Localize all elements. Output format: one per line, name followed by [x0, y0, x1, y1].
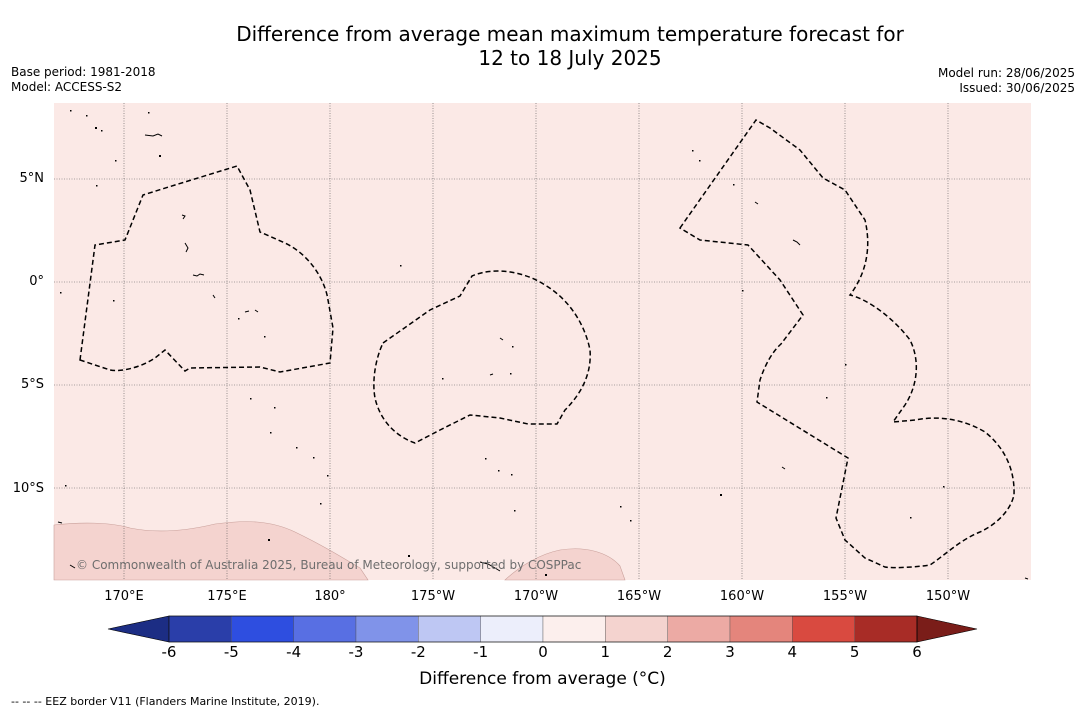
coastlines: [57, 133, 1029, 580]
colorbar-tick-label: 1: [600, 643, 611, 661]
lon-tick: 170°W: [513, 589, 559, 604]
colorbar-tick-label: -5: [223, 643, 239, 661]
lat-tick: 5°N: [19, 171, 45, 186]
lat-tick: 5°S: [20, 377, 44, 392]
model-run: Model run: 28/06/2025: [937, 66, 1075, 80]
eez-borders: [79, 119, 1015, 569]
lat-tick: 10°S: [12, 481, 44, 496]
colorbar-tick-label: -4: [286, 643, 302, 661]
lon-tick: 165°W: [616, 589, 662, 604]
small-islands: [60, 110, 945, 576]
eez-kiribati-phoenix: [373, 270, 591, 444]
colorbar-tick-label: 6: [912, 643, 922, 661]
colorbar-tick-label: 5: [849, 643, 860, 661]
colorbar-tick-label: -6: [161, 643, 177, 661]
colorbar-frame: [168, 615, 918, 643]
colorbar-bin: [293, 615, 357, 643]
colorbar-bin: [168, 615, 232, 643]
map-background: [54, 103, 1031, 580]
lon-tick: 150°W: [925, 589, 971, 604]
issued-date: Issued: 30/06/2025: [959, 81, 1075, 95]
copyright-notice: © Commonwealth of Australia 2025, Bureau…: [76, 558, 582, 572]
model-name: Model: ACCESS-S2: [11, 80, 123, 94]
colorbar-tick-label: -2: [410, 643, 426, 661]
colorbar-extend-low: [107, 615, 170, 643]
colorbar-bin: [792, 615, 855, 643]
meta-left: Base period: 1981-2018 Model: ACCESS-S2: [11, 65, 156, 95]
lon-tick: 160°W: [719, 589, 765, 604]
colorbar-bin: [729, 615, 793, 643]
colorbar-bins: [168, 615, 918, 643]
lon-tick: 170°E: [104, 589, 144, 604]
colorbar-tick-label: 4: [787, 643, 798, 661]
colorbar-bin: [854, 615, 918, 643]
lon-tick: 180°: [314, 589, 346, 604]
colorbar-bin: [667, 615, 731, 643]
title-line-2: 12 to 18 July 2025: [478, 46, 662, 70]
colorbar-bin: [605, 615, 668, 643]
meta-right: Model run: 28/06/2025 Issued: 30/06/2025: [938, 66, 1075, 96]
colorbar-bin: [231, 615, 294, 643]
chart-title: Difference from average mean maximum tem…: [0, 22, 1085, 70]
lon-tick: 175°E: [207, 589, 247, 604]
colorbar-label: Difference from average (°C): [419, 669, 666, 689]
lon-tick: 155°W: [822, 589, 868, 604]
eez-kiribati-gilberts: [79, 165, 334, 373]
colorbar-tick-label: 2: [662, 643, 673, 661]
colorbar-bin: [418, 615, 481, 643]
colorbar-tick-label: -3: [348, 643, 364, 661]
colorbar-bin: [355, 615, 419, 643]
eez-kiribati-line: [678, 119, 1015, 569]
eez-legend-note: -- -- -- EEZ border V11 (Flanders Marine…: [11, 695, 320, 708]
warm-anomaly-patch: [53, 521, 626, 581]
colorbar-tick-label: 0: [538, 643, 548, 661]
colorbar-tick-label: -1: [473, 643, 489, 661]
colorbar-extend-high: [916, 615, 978, 643]
base-period: Base period: 1981-2018: [11, 65, 156, 79]
colorbar-tick-label: 3: [725, 643, 735, 661]
lat-tick: 0°: [29, 274, 44, 289]
colorbar-bin: [542, 615, 606, 643]
title-line-1: Difference from average mean maximum tem…: [236, 22, 904, 46]
colorbar-bin: [480, 615, 544, 643]
graticule: [54, 103, 1031, 580]
lon-tick: 175°W: [410, 589, 456, 604]
